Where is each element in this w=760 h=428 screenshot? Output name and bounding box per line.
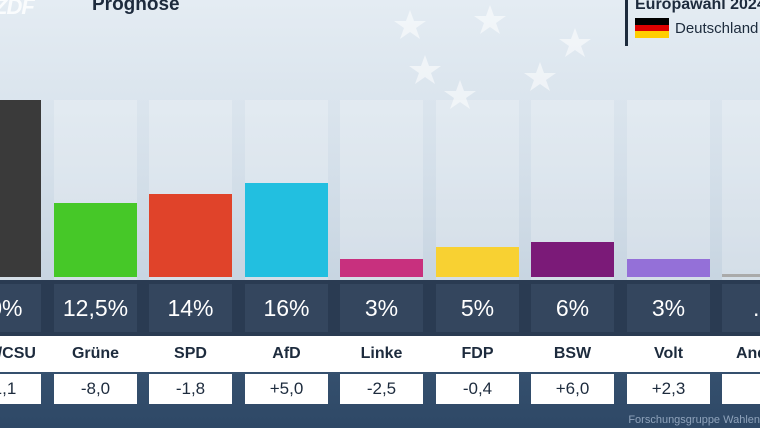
- value-label: …: [722, 284, 760, 332]
- column-background: [627, 100, 710, 280]
- region-name: Deutschland: [675, 19, 759, 37]
- bar-linke: [340, 259, 423, 277]
- election-name: Europawahl 2024: [635, 0, 760, 13]
- difference-label: [722, 374, 760, 404]
- bar-afd: [245, 183, 328, 277]
- category-label: Linke: [360, 345, 403, 362]
- difference-label: -8,0: [54, 374, 137, 404]
- difference-label: +5,0: [245, 374, 328, 404]
- difference-label: +1,1: [0, 374, 41, 404]
- broadcaster-logo: ZDF: [0, 0, 35, 19]
- category-label: Grüne: [71, 345, 120, 362]
- difference-label: -2,5: [340, 374, 423, 404]
- difference-label: +2,3: [627, 374, 710, 404]
- bar-gr-ne: [54, 203, 137, 277]
- difference-label: -0,4: [436, 374, 519, 404]
- region-line: Deutschland: [635, 18, 760, 38]
- chart-title: Prognose: [92, 0, 180, 15]
- value-label: 30%: [0, 284, 41, 332]
- bar-andere: [722, 274, 760, 277]
- source-credit: Forschungsgruppe Wahlen: [628, 414, 760, 426]
- category-label: Volt: [653, 345, 684, 362]
- category-label: AfD: [272, 345, 301, 362]
- category-label: FDP: [461, 345, 494, 362]
- category-label: BSW: [553, 345, 592, 362]
- value-label: 14%: [149, 284, 232, 332]
- star-icon-group: [394, 5, 591, 109]
- value-label: 6%: [531, 284, 614, 332]
- bar-cdu-csu: [0, 100, 41, 277]
- difference-label: +6,0: [531, 374, 614, 404]
- value-label: 12,5%: [54, 284, 137, 332]
- value-label: 5%: [436, 284, 519, 332]
- category-label: SPD: [174, 345, 207, 362]
- value-label: 16%: [245, 284, 328, 332]
- column-background: [722, 100, 760, 280]
- party-name-row: [0, 336, 760, 372]
- german-flag-icon: [635, 18, 669, 38]
- bar-fdp: [436, 247, 519, 277]
- bar-bsw: [531, 242, 614, 277]
- election-badge: Europawahl 2024 Deutschland: [625, 0, 760, 46]
- category-label: Andere: [735, 345, 760, 362]
- value-label: 3%: [340, 284, 423, 332]
- bar-volt: [627, 259, 710, 277]
- column-background: [340, 100, 423, 280]
- value-label: 3%: [627, 284, 710, 332]
- category-label: CDU/CSU: [0, 345, 36, 362]
- difference-label: -1,8: [149, 374, 232, 404]
- bar-spd: [149, 194, 232, 277]
